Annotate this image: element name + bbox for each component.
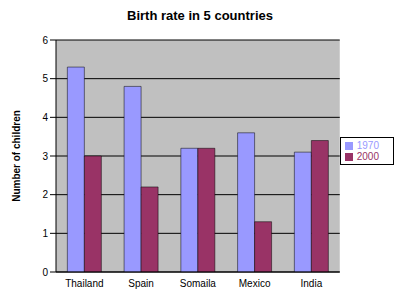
svg-text:2: 2: [42, 189, 48, 200]
svg-text:6: 6: [42, 35, 48, 46]
svg-text:India: India: [301, 278, 323, 289]
html-text:2000: 2000: [356, 151, 379, 162]
svg-text:0: 0: [42, 267, 48, 278]
svg-text:Number of children: Number of children: [11, 110, 22, 202]
svg-text:3: 3: [42, 151, 48, 162]
svg-text:1: 1: [42, 228, 48, 239]
svg-text:Thailand: Thailand: [65, 278, 103, 289]
svg-text:5: 5: [42, 73, 48, 84]
html-text:1970: 1970: [356, 140, 379, 151]
svg-text:Spain: Spain: [128, 278, 154, 289]
svg-text:Mexico: Mexico: [239, 278, 271, 289]
html-text:Birth rate in 5 countries: Birth rate in 5 countries: [127, 8, 273, 23]
svg-text:Somaila: Somaila: [180, 278, 217, 289]
svg-text:4: 4: [42, 112, 48, 123]
